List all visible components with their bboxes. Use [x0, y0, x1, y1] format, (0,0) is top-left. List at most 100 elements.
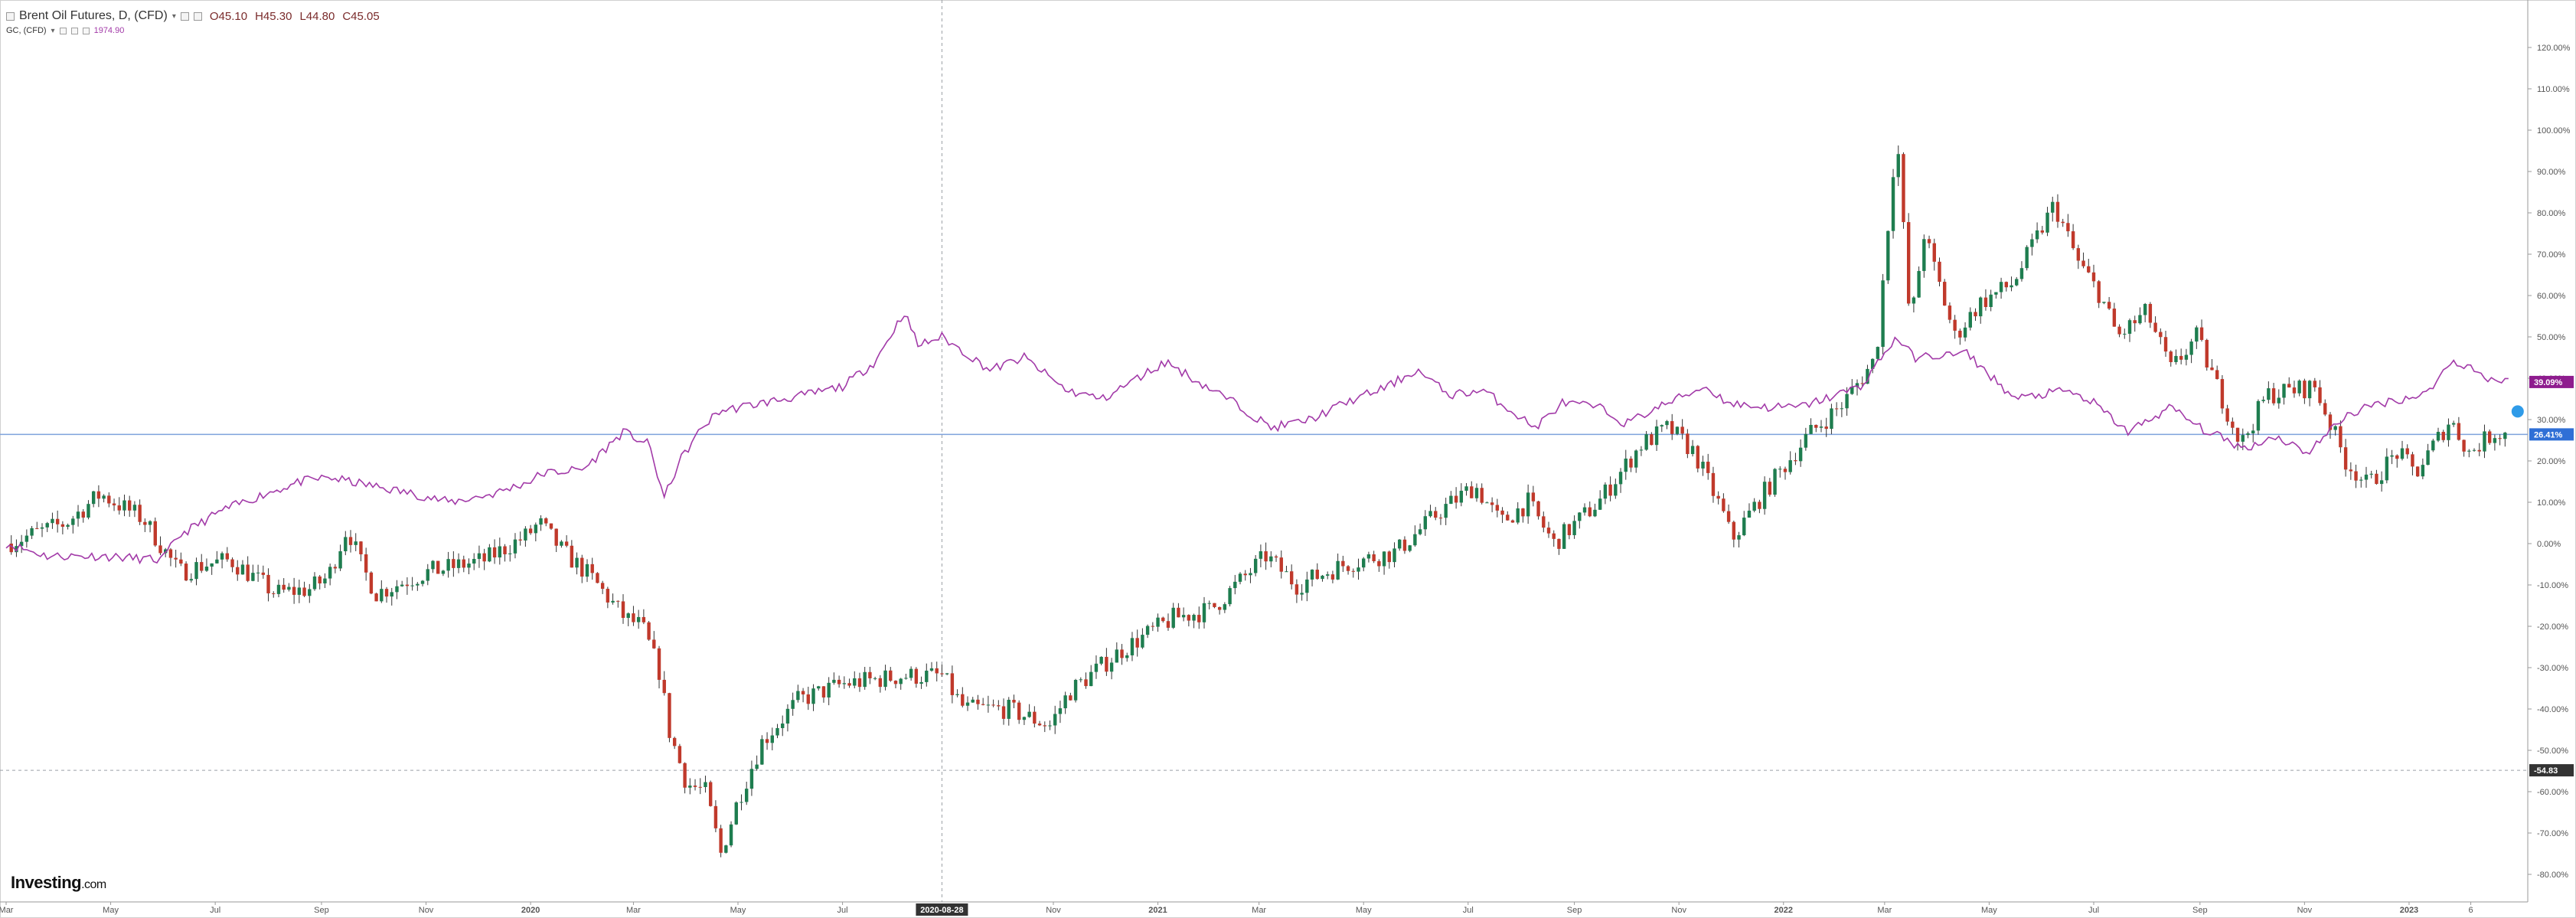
- low-value: L44.80: [299, 9, 335, 23]
- candle-body: [1958, 330, 1962, 338]
- legend-primary-row[interactable]: Brent Oil Futures, D, (CFD) ▾ O45.10 H45…: [6, 8, 380, 25]
- candle-body: [1716, 495, 1720, 499]
- candle-body: [441, 570, 446, 574]
- candle-body: [1603, 484, 1608, 499]
- candle-body: [1614, 484, 1618, 496]
- candle-body: [2441, 432, 2445, 440]
- secondary-symbol-title[interactable]: GC, (CFD): [6, 26, 47, 35]
- candle-body: [940, 673, 944, 675]
- legend-secondary-row[interactable]: GC, (CFD) ▾ 1974.90: [6, 25, 380, 37]
- candle-body: [1217, 606, 1222, 610]
- candle-body: [2405, 448, 2409, 455]
- candle-body: [1485, 502, 1489, 504]
- candle-body: [1927, 239, 1931, 243]
- x-tick-label: 2022: [1774, 906, 1793, 915]
- candle-body: [668, 693, 671, 738]
- candle-body: [1382, 551, 1386, 567]
- collapse-icon[interactable]: [6, 11, 15, 21]
- candle-body: [1171, 607, 1175, 628]
- candle-body: [2107, 302, 2111, 309]
- x-tick-label: Nov: [1046, 906, 1061, 915]
- candle-body: [2061, 221, 2065, 224]
- candle-body: [2390, 455, 2394, 457]
- candle-body: [1428, 511, 1432, 517]
- candle-body: [2210, 367, 2214, 371]
- chevron-down-icon[interactable]: ▾: [51, 26, 55, 35]
- candle-body: [1069, 695, 1073, 701]
- eye-icon[interactable]: [59, 27, 67, 34]
- candle-body: [2040, 230, 2045, 233]
- settings-icon[interactable]: [70, 27, 78, 34]
- candle-body: [482, 553, 486, 562]
- close-icon[interactable]: [82, 27, 90, 34]
- candle-body: [2354, 471, 2358, 481]
- alert-bell-icon[interactable]: [2511, 405, 2524, 418]
- candle-body: [1896, 154, 1900, 178]
- y-tick-label: 20.00%: [2537, 457, 2566, 466]
- candle-body: [1526, 492, 1530, 517]
- candle-body: [1115, 649, 1119, 663]
- candle-body: [436, 560, 440, 574]
- candle-body: [143, 521, 147, 525]
- candle-body: [1824, 426, 1828, 430]
- candle-body: [2148, 303, 2153, 323]
- candle-body: [647, 622, 651, 640]
- y-tick-label: 30.00%: [2537, 416, 2566, 425]
- candle-body: [1881, 280, 1885, 348]
- candle-body: [868, 671, 872, 678]
- candle-body: [2051, 201, 2055, 213]
- x-tick-label: May: [103, 906, 119, 915]
- candle-body: [1464, 486, 1468, 491]
- x-tick-label: 6: [2468, 906, 2473, 915]
- candle-body: [2451, 423, 2456, 425]
- candle-body: [179, 559, 183, 564]
- candle-body: [246, 564, 250, 581]
- settings-icon[interactable]: [180, 11, 189, 21]
- candle-body: [266, 574, 270, 593]
- x-tick-label: May: [730, 906, 746, 915]
- candle-body: [1546, 528, 1551, 534]
- candle-body: [1788, 460, 1792, 472]
- x-tick-label: Mar: [626, 906, 641, 915]
- candle-body: [1593, 509, 1597, 517]
- candle-body: [1269, 556, 1273, 562]
- primary-symbol-title[interactable]: Brent Oil Futures, D, (CFD): [19, 9, 168, 22]
- candle-body: [596, 573, 599, 583]
- y-tick-label: 110.00%: [2537, 85, 2570, 94]
- close-icon[interactable]: [193, 11, 202, 21]
- candle-body: [184, 564, 188, 581]
- candle-body: [2010, 285, 2013, 288]
- candle-body: [1737, 535, 1741, 540]
- candle-body: [1809, 424, 1813, 434]
- candle-body: [452, 559, 455, 568]
- x-tick-label: Mar: [1877, 906, 1892, 915]
- logo-brand: Investing: [11, 873, 82, 892]
- candle-body: [323, 578, 327, 584]
- x-tick-label: 2020: [521, 906, 540, 915]
- y-tick-label: 90.00%: [2537, 168, 2566, 177]
- candle-body: [1017, 702, 1021, 720]
- candle-body: [374, 593, 378, 602]
- candle-body: [2487, 431, 2492, 443]
- candle-body: [1629, 458, 1633, 468]
- candle-body: [929, 668, 934, 671]
- x-tick-label: Nov: [419, 906, 434, 915]
- candle-body: [554, 528, 558, 546]
- candle-body: [2225, 408, 2229, 422]
- candle-body: [1644, 434, 1648, 450]
- candle-body: [9, 544, 13, 553]
- chevron-down-icon[interactable]: ▾: [171, 11, 176, 21]
- candle-body: [914, 668, 919, 684]
- candle-body: [96, 491, 101, 499]
- candle-body: [446, 559, 450, 571]
- candle-body: [1794, 460, 1797, 462]
- candle-body: [611, 600, 615, 603]
- candle-body: [1536, 501, 1540, 517]
- candle-body: [1120, 649, 1124, 658]
- candle-body: [1362, 558, 1366, 568]
- candle-body: [544, 518, 548, 524]
- candle-body: [693, 786, 697, 787]
